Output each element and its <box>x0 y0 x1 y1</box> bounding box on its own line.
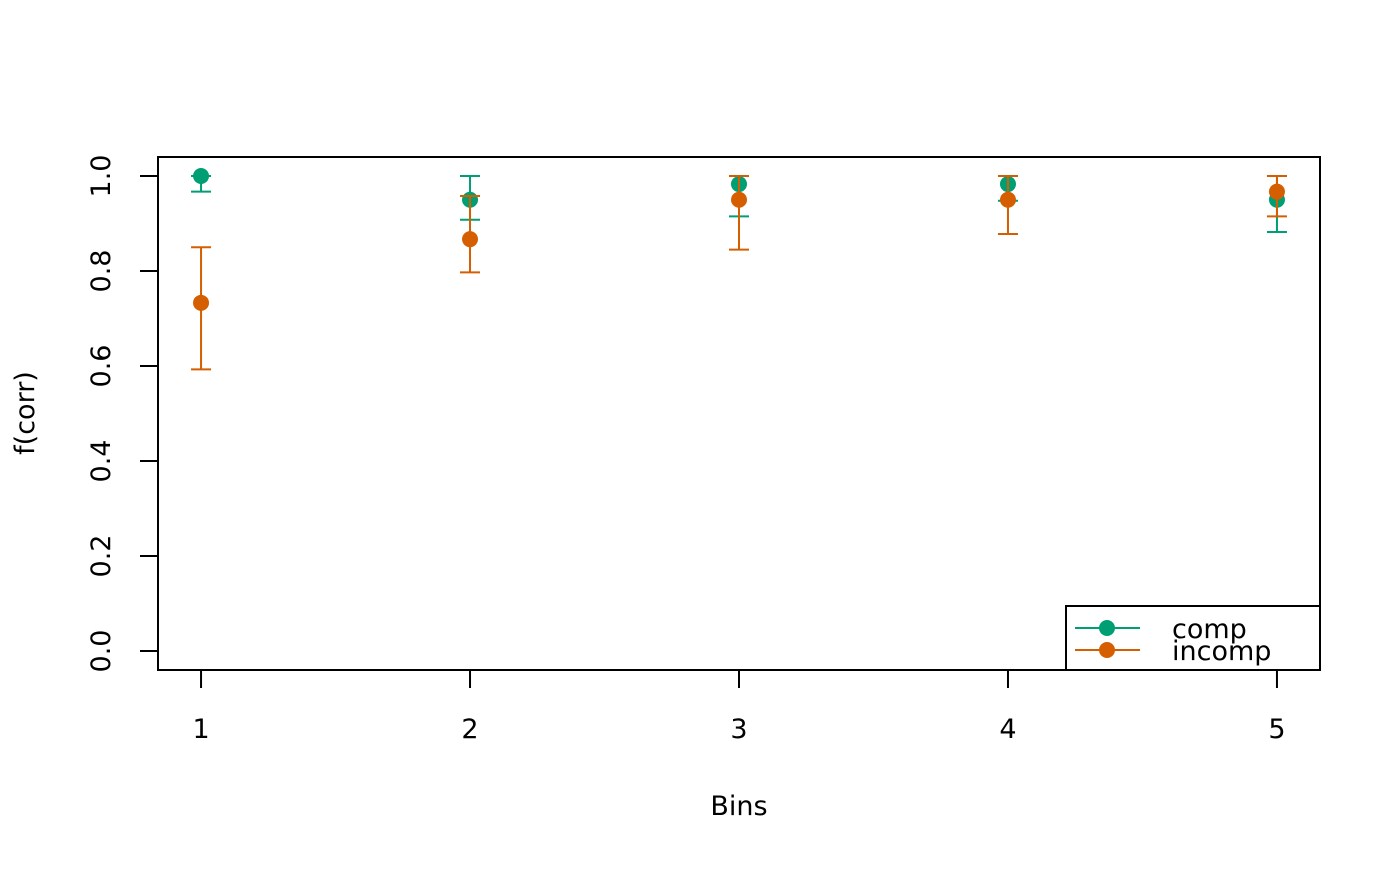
data-point <box>193 168 210 184</box>
data-point <box>731 191 747 208</box>
legend-marker-incomp <box>1099 642 1115 658</box>
x-axis-title: Bins <box>710 791 767 822</box>
data-point <box>1268 183 1285 200</box>
error-bar <box>729 175 749 251</box>
x-axis: 1 2 3 4 5 <box>192 669 1286 745</box>
x-tick-label: 5 <box>1268 714 1285 745</box>
y-tick-label: 0.8 <box>86 250 117 293</box>
series-layer <box>191 168 1287 371</box>
data-point <box>193 294 210 311</box>
y-tick-label: 0.4 <box>86 440 117 483</box>
y-tick-label: 0.6 <box>86 345 117 388</box>
x-tick-label: 3 <box>730 714 747 745</box>
x-tick-label: 1 <box>192 714 209 745</box>
y-axis-title: f(corr) <box>10 371 41 455</box>
y-tick-label: 0.0 <box>86 630 117 673</box>
legend-box <box>1065 605 1321 671</box>
data-point <box>999 191 1016 208</box>
y-axis: 0.0 0.2 0.4 0.6 0.8 1.0 <box>86 155 159 673</box>
legend: comp incomp <box>1065 605 1321 671</box>
y-tick-label: 1.0 <box>86 155 117 198</box>
x-tick-label: 2 <box>461 714 478 745</box>
legend-label-incomp: incomp <box>1172 636 1271 667</box>
legend-marker-comp <box>1099 620 1115 636</box>
data-point <box>462 231 479 248</box>
y-tick-label: 0.2 <box>86 535 117 578</box>
legend-label-comp: comp <box>1172 614 1247 645</box>
series-incomp <box>191 175 1287 371</box>
x-tick-label: 4 <box>999 714 1016 745</box>
